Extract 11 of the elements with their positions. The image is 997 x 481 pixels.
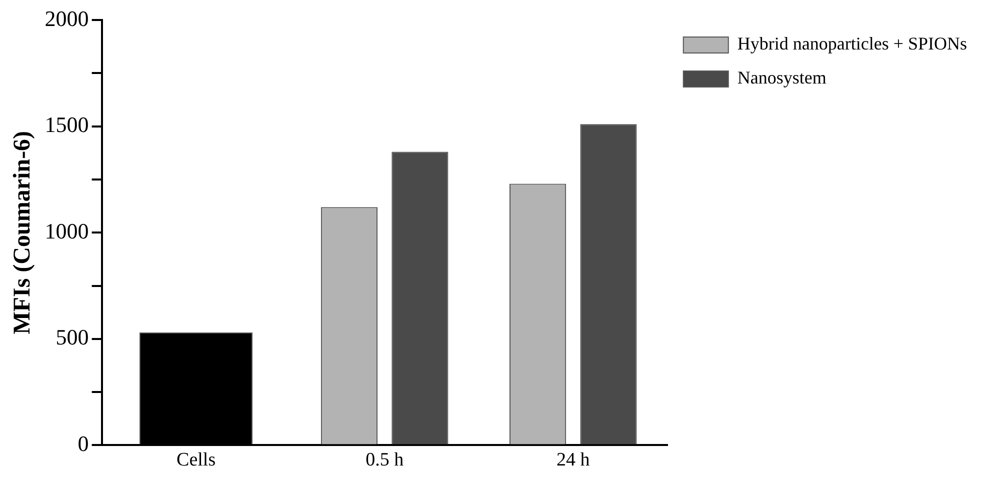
y-axis-title: MFIs (Coumarin-6) (10, 130, 36, 334)
y-tick-label: 500 (56, 324, 89, 350)
x-tick-label: 24 h (556, 450, 590, 471)
y-tick-label: 1000 (44, 218, 89, 244)
x-tick-label: 0.5 h (366, 450, 404, 471)
y-tick-label: 1500 (44, 112, 89, 138)
legend-label: Nanosystem (737, 68, 826, 88)
x-tick-label: Cells (176, 450, 216, 471)
legend-label: Hybrid nanoparticles + SPIONs (737, 34, 967, 54)
y-tick-label: 0 (78, 430, 89, 456)
y-tick-label: 2000 (44, 6, 89, 31)
